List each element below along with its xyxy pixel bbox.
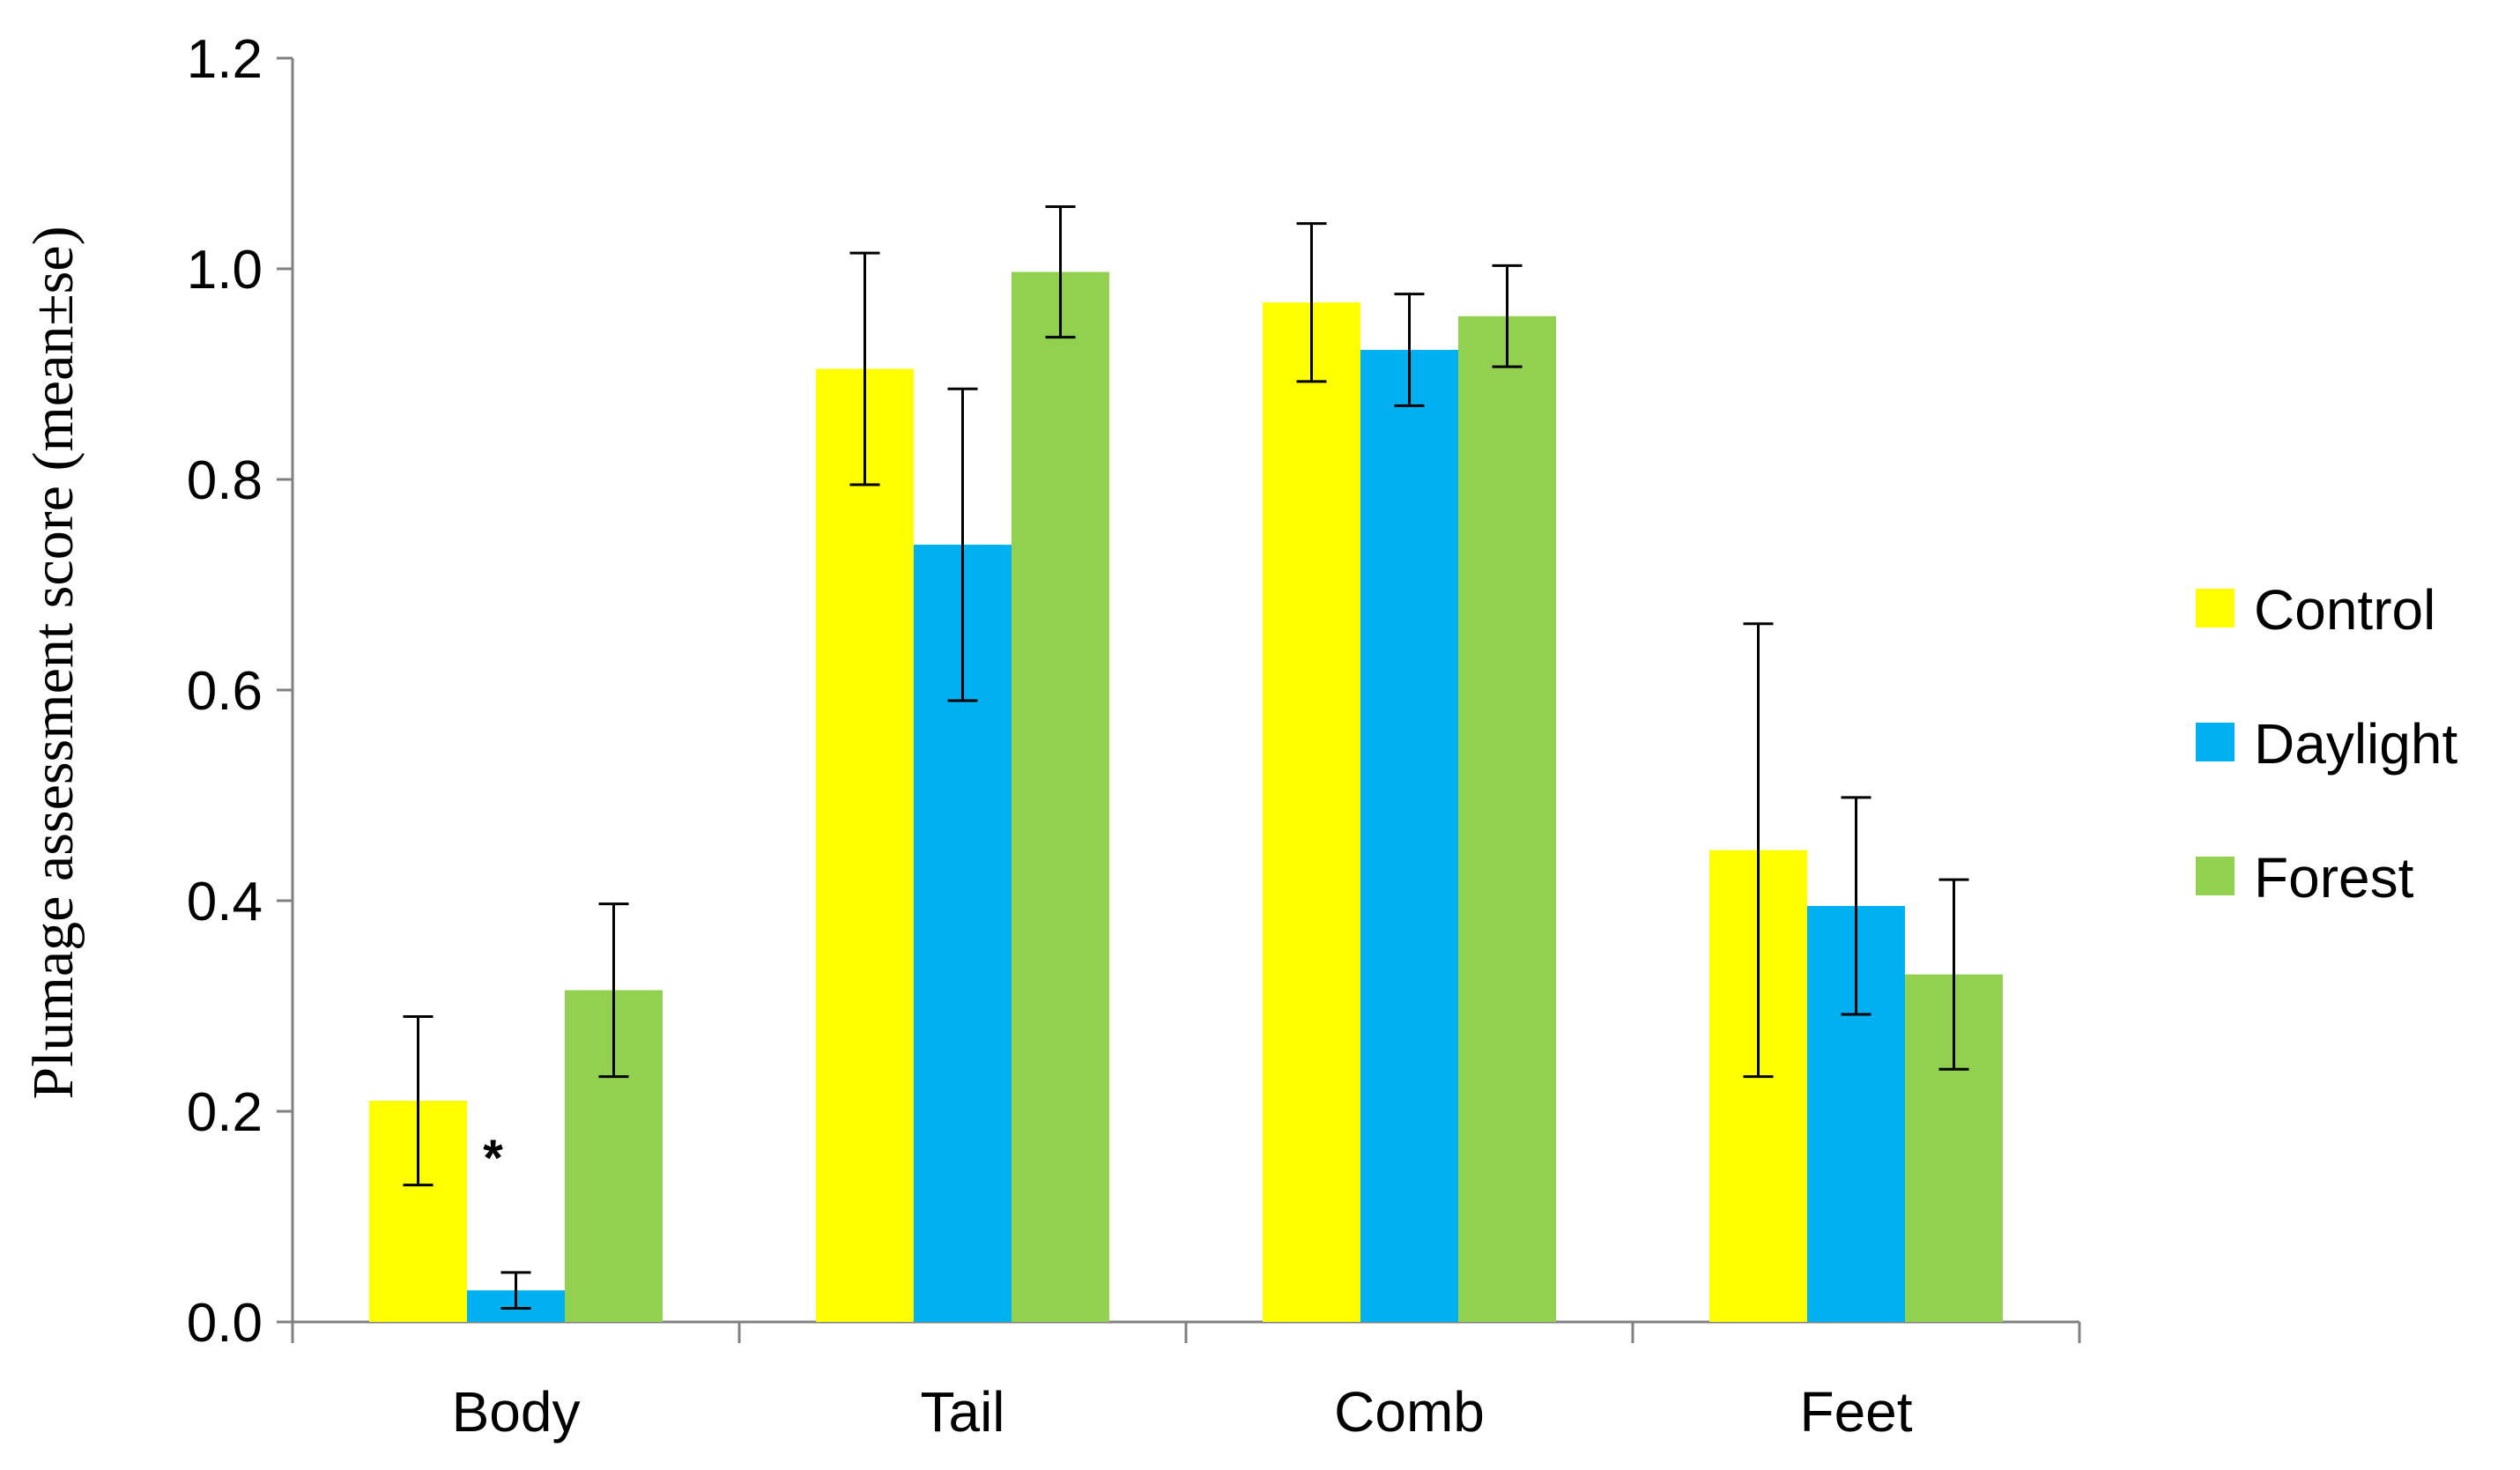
error-bar-control-body xyxy=(403,1014,434,1187)
error-bar-daylight-feet xyxy=(1841,796,1871,1016)
legend-item-forest: Forest xyxy=(2196,846,2414,909)
error-bar-daylight-body xyxy=(500,1271,531,1310)
y-tick-label: 0.2 xyxy=(187,1082,263,1143)
legend-swatch xyxy=(2196,589,2235,627)
legend-swatch xyxy=(2196,723,2235,761)
error-bar-forest-feet xyxy=(1938,878,1969,1071)
bar-daylight-comb xyxy=(1360,350,1458,1322)
error-bar-forest-comb xyxy=(1492,264,1523,368)
error-bars xyxy=(403,204,1969,1310)
bar-control-tail xyxy=(816,368,914,1322)
x-axis: Body Tail Comb Feet xyxy=(291,1320,2081,1444)
bars xyxy=(369,271,2003,1323)
error-bar-control-tail xyxy=(849,251,880,486)
legend-label: Daylight xyxy=(2254,712,2457,776)
x-tick-label-tail: Tail xyxy=(920,1380,1004,1444)
bar-forest-tail xyxy=(1012,271,1109,1323)
y-axis-title: Plumage assessment score (mean±se) xyxy=(21,226,85,1099)
error-bar-control-comb xyxy=(1296,222,1327,383)
legend-label: Forest xyxy=(2254,846,2414,909)
y-tick-label: 0.4 xyxy=(187,872,263,932)
y-tick-label: 0.0 xyxy=(187,1293,263,1354)
error-bar-daylight-comb xyxy=(1394,293,1425,407)
y-tick-label: 0.8 xyxy=(187,450,263,511)
error-bar-forest-tail xyxy=(1045,204,1076,339)
bar-forest-comb xyxy=(1458,316,1556,1322)
error-bar-forest-body xyxy=(598,902,629,1079)
x-tick-label-feet: Feet xyxy=(1799,1380,1912,1444)
legend-swatch xyxy=(2196,857,2235,895)
legend-item-control: Control xyxy=(2196,578,2435,642)
legend-label: Control xyxy=(2254,578,2435,642)
error-bar-daylight-tail xyxy=(947,387,978,702)
y-tick-label: 1.2 xyxy=(187,29,263,90)
y-tick-label: 0.6 xyxy=(187,661,263,722)
legend-item-daylight: Daylight xyxy=(2196,712,2457,776)
y-axis: 0.0 0.2 0.4 0.6 0.8 1.0 1.2 xyxy=(187,29,294,1354)
legend: Control Daylight Forest xyxy=(2196,578,2457,909)
y-tick-label: 1.0 xyxy=(187,240,263,301)
error-bar-control-feet xyxy=(1743,622,1774,1079)
bar-control-comb xyxy=(1263,302,1360,1322)
annotations: * xyxy=(483,1130,503,1187)
significance-marker: * xyxy=(483,1130,503,1187)
x-tick-label-comb: Comb xyxy=(1334,1380,1485,1444)
x-tick-label-body: Body xyxy=(452,1380,581,1444)
